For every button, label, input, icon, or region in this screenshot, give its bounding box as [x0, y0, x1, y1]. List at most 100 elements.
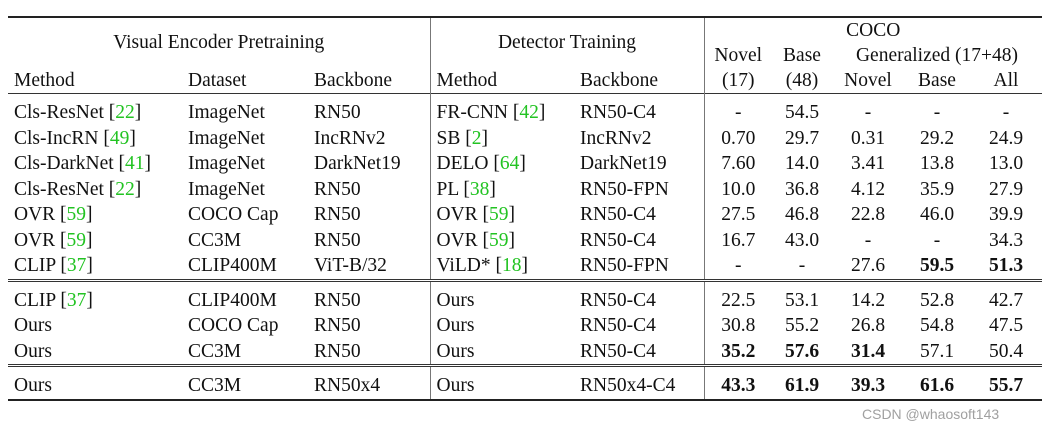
citation-link[interactable]: 18 [501, 255, 522, 276]
dataset-cell: COCO Cap [182, 202, 308, 228]
citation-link[interactable]: 42 [519, 102, 539, 123]
dataset-cell: CLIP400M [182, 278, 308, 313]
citation-link[interactable]: 38 [469, 178, 490, 200]
base-header-bottom: (48) [785, 69, 819, 91]
g-all-cell: 27.9 [970, 177, 1042, 203]
g-novel-cell: 22.8 [832, 202, 904, 228]
base-cell-text: 29.7 [784, 127, 820, 149]
g-all-cell: 51.3 [970, 253, 1042, 280]
g-all-cell: 50.4 [970, 339, 1042, 366]
base-cell: 53.1 [772, 278, 832, 313]
g-base-cell-text: 57.1 [919, 340, 955, 362]
g-novel-cell-text: 4.12 [850, 178, 886, 200]
method-cell-text: Cls-DarkNet [14, 153, 114, 174]
citation-link[interactable]: 64 [499, 153, 520, 174]
citation-link[interactable]: 22 [115, 178, 135, 200]
g-novel-cell-text: 39.3 [850, 375, 886, 396]
det-backbone-cell-text: RN50-C4 [580, 315, 656, 336]
g-base-cell-text: 59.5 [919, 255, 955, 276]
g-base-cell: 13.8 [904, 151, 970, 177]
det-backbone-cell: RN50-FPN [574, 253, 705, 280]
method-cell: OVR [59] [14, 229, 93, 251]
g-novel-cell-text: - [864, 102, 872, 123]
citation-link[interactable]: 59 [489, 229, 509, 251]
citation-link[interactable]: 37 [66, 289, 87, 311]
backbone-cell: ViT-B/32 [308, 253, 431, 280]
novel-cell: - [704, 253, 772, 280]
table-row: OVR [59] CC3M RN50 OVR [59] RN50-C4 16.7 43.0 -… [8, 227, 1042, 254]
det-backbone-cell: RN50-FPN [574, 176, 705, 202]
g-novel-cell: 26.8 [832, 313, 904, 339]
det-backbone-cell: IncRNv2 [574, 125, 705, 151]
novel-cell: 7.60 [704, 151, 772, 177]
base-cell: 46.8 [772, 202, 832, 228]
novel-cell: 35.2 [704, 339, 772, 366]
g-novel-cell-text: 14.2 [850, 289, 886, 311]
g-base-cell: - [904, 228, 970, 254]
dataset-cell-text: CC3M [188, 229, 242, 251]
citation-link[interactable]: 2 [471, 127, 482, 149]
g-all-cell-text: 27.9 [988, 178, 1024, 200]
citation-link[interactable]: 59 [66, 229, 87, 251]
g-all-cell-text: 55.7 [988, 375, 1024, 396]
base-cell-text: 61.9 [784, 375, 820, 396]
g-novel-cell: 0.31 [832, 126, 904, 152]
citation-link[interactable]: 22 [115, 102, 135, 123]
novel-cell-text: 16.7 [721, 229, 756, 251]
backbone-cell: IncRNv2 [308, 125, 431, 151]
citation-link[interactable]: 59 [66, 204, 87, 225]
det-backbone-cell-text: RN50-C4 [580, 102, 656, 123]
method-cell: Cls-IncRN [49] [14, 127, 136, 149]
det-backbone-cell-text: RN50-FPN [580, 178, 669, 200]
det-method-cell-text: DELO [436, 153, 489, 174]
det-backbone-cell: RN50-C4 [574, 227, 705, 253]
det-method-cell: SB [2] [436, 127, 488, 149]
g-novel-cell: 14.2 [832, 278, 904, 313]
method-cell: Ours [8, 313, 182, 339]
backbone-cell: RN50 [308, 93, 431, 126]
method-header: Method [14, 69, 75, 91]
base-cell-text: 55.2 [784, 315, 820, 336]
backbone-cell: RN50 [308, 202, 431, 228]
g-novel-cell-text: 22.8 [850, 204, 886, 225]
dataset-cell-text: ImageNet [188, 127, 265, 149]
table-row: Cls-DarkNet [41] ImageNet DarkNet19 DELO [6… [8, 151, 1042, 177]
base-cell-text: 36.8 [784, 178, 820, 200]
table-row: OVR [59] COCO Cap RN50 OVR [59] RN50-C4 27.5 4… [8, 202, 1042, 228]
citation-link[interactable]: 59 [489, 204, 509, 225]
novel-cell-text: 7.60 [721, 153, 756, 174]
base-cell: 36.8 [772, 177, 832, 203]
method-cell-text: Cls-ResNet [14, 178, 104, 200]
det-method-cell-text: OVR [436, 204, 478, 225]
det-backbone-cell-text: RN50x4-C4 [580, 375, 676, 396]
citation-link[interactable]: 49 [109, 127, 130, 149]
dataset-cell-text: ImageNet [188, 102, 265, 123]
det-backbone-cell: RN50x4-C4 [574, 364, 705, 401]
det-method-cell-text: ViLD* [436, 255, 491, 276]
dataset-cell: COCO Cap [182, 313, 308, 339]
dataset-cell: CC3M [182, 339, 308, 366]
backbone-cell-text: IncRNv2 [314, 127, 386, 149]
g-novel-cell: 39.3 [832, 364, 904, 401]
coco-header: COCO [704, 16, 1042, 43]
backbone-cell: RN50 [308, 227, 431, 253]
det-backbone-cell-text: RN50-C4 [580, 204, 656, 225]
novel-cell-text: 30.8 [721, 315, 756, 336]
base-cell-text: 54.5 [784, 102, 820, 123]
g-all-cell-text: 51.3 [988, 255, 1024, 276]
table-row: CLIP [37] CLIP400M ViT-B/32 ViLD* [18] RN50-… [8, 253, 1042, 280]
det-backbone-cell: RN50-C4 [574, 93, 705, 126]
backbone-cell-text: RN50 [314, 229, 361, 251]
citation-link[interactable]: 37 [66, 255, 87, 276]
base-cell: 43.0 [772, 228, 832, 254]
method-cell-text: Ours [14, 375, 52, 396]
method-cell-text: CLIP [14, 289, 56, 311]
g-base-cell: 54.8 [904, 313, 970, 339]
g-all-cell-text: 50.4 [988, 340, 1024, 362]
gen-base-header: Base [918, 69, 956, 91]
backbone-cell-text: RN50 [314, 289, 361, 311]
citation-link[interactable]: 41 [125, 153, 145, 174]
det-backbone-cell: RN50-C4 [574, 202, 705, 228]
g-all-cell-text: 47.5 [988, 315, 1024, 336]
det-backbone-cell-text: RN50-C4 [580, 229, 656, 251]
